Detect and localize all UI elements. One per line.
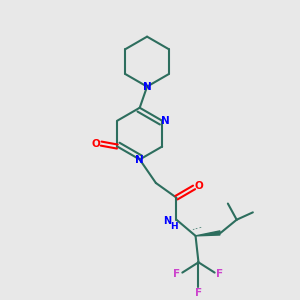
Text: F: F <box>195 288 202 298</box>
Polygon shape <box>196 231 220 236</box>
Text: F: F <box>173 269 181 279</box>
Text: H: H <box>170 222 177 231</box>
Text: N: N <box>143 82 152 92</box>
Text: O: O <box>92 139 100 148</box>
Text: N: N <box>161 116 170 126</box>
Text: ···: ··· <box>190 222 206 237</box>
Text: O: O <box>195 181 204 191</box>
Text: N: N <box>135 155 144 165</box>
Text: F: F <box>216 269 224 279</box>
Text: N: N <box>163 216 171 226</box>
